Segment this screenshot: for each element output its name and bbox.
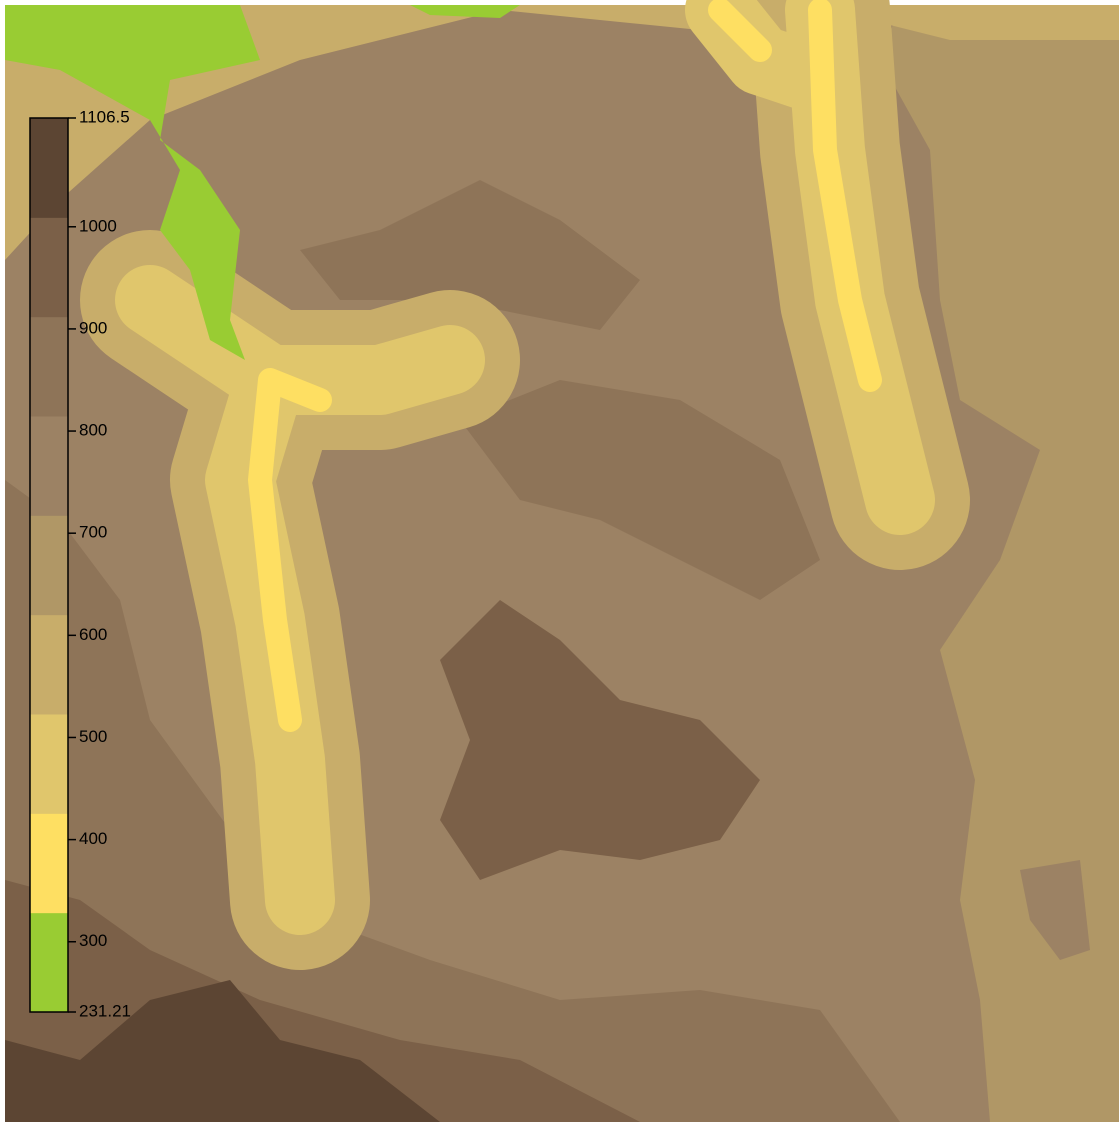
tick-label: 900: [79, 318, 107, 337]
tick-label: 231.21: [79, 1001, 131, 1020]
color-band: [30, 416, 68, 516]
color-band: [30, 515, 68, 615]
map: 231.21 300 400 500 600 700 800 900 1000 1106.5: [0, 0, 1119, 1122]
tick-label: 800: [79, 421, 107, 440]
page: 231.2130040050060070080090010001106.5 ((…: [0, 0, 1119, 1122]
color-band: [30, 118, 68, 218]
tick-label: 600: [79, 625, 107, 644]
color-band: [30, 615, 68, 715]
tick-label: 500: [79, 727, 107, 746]
tick-label: 1106.5: [79, 107, 130, 126]
color-band: [30, 317, 68, 417]
tick-label: 400: [79, 829, 107, 848]
terrain: [5, 5, 1119, 1122]
color-band: [30, 913, 68, 1013]
tick-label: 1000: [79, 216, 117, 235]
color-band: [30, 813, 68, 913]
color-band: [30, 217, 68, 317]
tick-label: 300: [79, 931, 107, 950]
tick-label: 700: [79, 523, 107, 542]
color-band: [30, 714, 68, 814]
